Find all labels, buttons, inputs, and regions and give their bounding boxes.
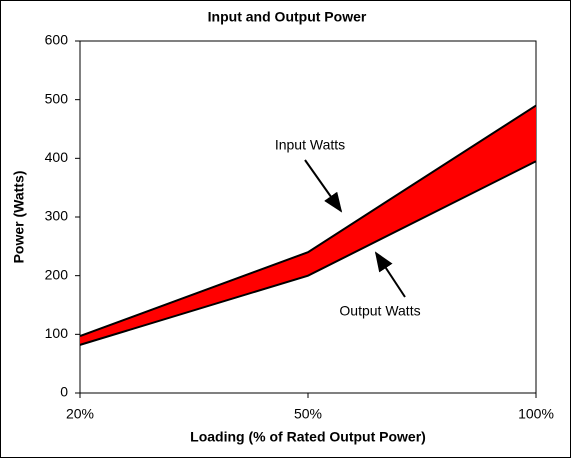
x-tick-label: 20% (66, 406, 94, 422)
y-tick-label: 100 (45, 325, 69, 341)
y-tick-label: 200 (45, 266, 69, 282)
y-tick-label: 400 (45, 149, 69, 165)
x-axis-label: Loading (% of Rated Output Power) (190, 429, 426, 445)
y-tick-label: 600 (45, 32, 69, 48)
y-tick-label: 500 (45, 90, 69, 106)
band-fill (80, 105, 536, 345)
annotation: Output Watts (339, 303, 420, 319)
y-tick-label: 0 (60, 384, 68, 400)
x-tick-label: 100% (518, 406, 554, 422)
annotation: Input Watts (275, 137, 345, 153)
y-axis-label: Power (Watts) (11, 171, 27, 264)
line (79, 104, 537, 338)
x-tick-label: 50% (294, 406, 322, 422)
chart-title: Input and Output Power (208, 9, 367, 25)
y-tick-label: 300 (45, 208, 69, 224)
arrow (304, 159, 343, 213)
arrow (374, 251, 406, 298)
line (79, 160, 537, 346)
